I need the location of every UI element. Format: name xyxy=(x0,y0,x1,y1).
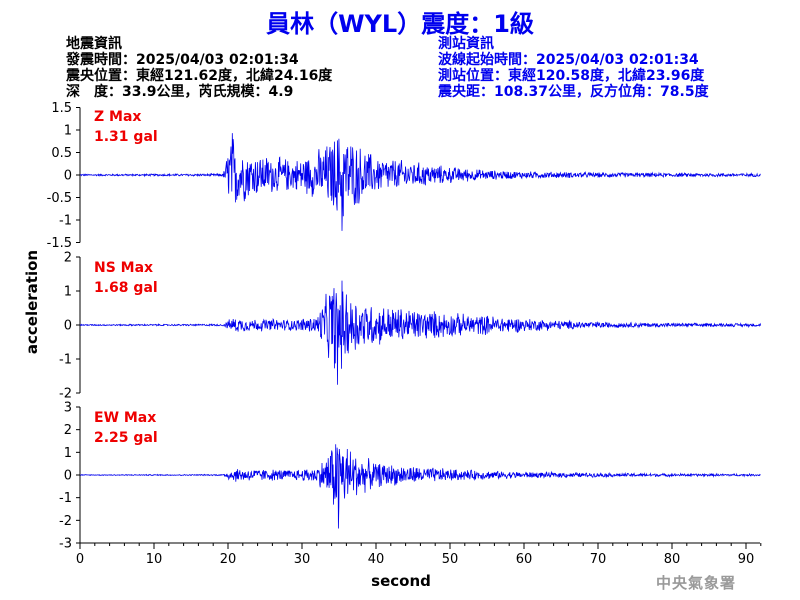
station-location: 測站位置：東經120.58度，北緯23.96度 xyxy=(438,68,705,84)
station-info: 測站資訊 波線起始時間：2025/04/03 02:01:34 測站位置：東經1… xyxy=(438,36,709,100)
y-tick-label: -2 xyxy=(59,514,72,529)
y-tick-label: 1 xyxy=(64,446,72,461)
x-tick-label: 10 xyxy=(146,552,163,567)
max-value-z: 1.31 gal xyxy=(94,129,158,145)
waveform-ns xyxy=(79,280,762,385)
y-tick-label: 0 xyxy=(64,169,72,184)
x-tick-label: 50 xyxy=(442,552,459,567)
y-tick-label: 2 xyxy=(64,423,72,438)
y-tick-label: 1.5 xyxy=(51,101,72,116)
x-tick-label: 70 xyxy=(590,552,607,567)
max-value-ew: 2.25 gal xyxy=(94,430,158,446)
y-tick-label: -2 xyxy=(59,387,72,402)
y-tick-label: 3 xyxy=(64,401,72,416)
y-tick-label: 0.5 xyxy=(51,146,72,161)
earthquake-info: 地震資訊 發震時間：2025/04/03 02:01:34 震央位置：東經121… xyxy=(66,36,332,100)
y-tick-label: -0.5 xyxy=(47,191,72,206)
wave-onset-time: 波線起始時間：2025/04/03 02:01:34 xyxy=(438,52,699,68)
max-label-z: Z Max xyxy=(94,109,141,125)
y-tick-label: -1 xyxy=(59,491,72,506)
y-tick-label: -1 xyxy=(59,214,72,229)
waveform-ew xyxy=(80,444,761,529)
y-tick-label: 0 xyxy=(64,469,72,484)
y-tick-label: 1 xyxy=(64,124,72,139)
depth-magnitude: 深 度：33.9公里，芮氏規模：4.9 xyxy=(66,84,294,100)
origin-time: 發震時間：2025/04/03 02:01:34 xyxy=(66,52,299,68)
y-tick-label: -1.5 xyxy=(47,236,72,251)
agency-name: 中央氣象署 xyxy=(656,574,737,592)
x-tick-label: 0 xyxy=(76,552,84,567)
x-tick-label: 40 xyxy=(368,552,385,567)
x-axis-title: second xyxy=(371,572,431,590)
epicenter-location: 震央位置：東經121.62度，北緯24.16度 xyxy=(66,68,333,84)
earthquake-info-heading: 地震資訊 xyxy=(66,36,122,52)
y-tick-label: 0 xyxy=(64,319,72,334)
max-value-ns: 1.68 gal xyxy=(94,280,158,296)
x-tick-label: 90 xyxy=(738,552,755,567)
y-tick-label: -1 xyxy=(59,353,72,368)
x-tick-label: 30 xyxy=(294,552,311,567)
station-info-heading: 測站資訊 xyxy=(438,36,494,52)
y-tick-label: 2 xyxy=(64,251,72,266)
x-tick-label: 60 xyxy=(516,552,533,567)
x-tick-label: 80 xyxy=(664,552,681,567)
y-tick-label: 1 xyxy=(64,285,72,300)
page-title: 員林（WYL）震度：1級 xyxy=(266,10,534,38)
max-label-ew: EW Max xyxy=(94,410,156,426)
waveform-z xyxy=(80,133,761,231)
y-axis-title: acceleration xyxy=(23,250,41,354)
x-tick-label: 20 xyxy=(220,552,237,567)
y-tick-label: -3 xyxy=(59,537,72,552)
max-label-ns: NS Max xyxy=(94,260,153,276)
epicentral-distance: 震央距：108.37公里，反方位角：78.5度 xyxy=(438,84,709,100)
